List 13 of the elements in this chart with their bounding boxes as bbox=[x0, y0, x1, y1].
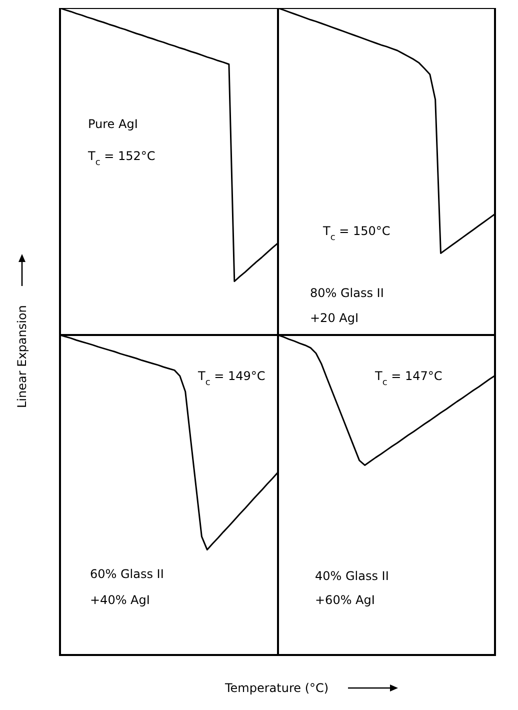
annotation: T$_{c}$ = 152°C bbox=[87, 149, 156, 168]
annotation: 60% Glass II bbox=[90, 567, 164, 581]
annotation: Pure AgI bbox=[88, 117, 138, 131]
annotation: T$_{c}$ = 149°C bbox=[197, 369, 266, 388]
annotation: +60% AgI bbox=[315, 593, 375, 607]
annotation: T$_{c}$ = 150°C bbox=[322, 224, 390, 243]
annotation: 80% Glass II bbox=[310, 286, 384, 300]
annotation: T$_{c}$ = 147°C bbox=[374, 369, 442, 388]
annotation: +40% AgI bbox=[90, 593, 150, 607]
annotation: +20 AgI bbox=[310, 311, 359, 325]
y-axis-title: Linear Expansion bbox=[15, 305, 29, 408]
x-axis-title: Temperature (°C) bbox=[224, 681, 329, 695]
annotation: 40% Glass II bbox=[315, 569, 389, 583]
